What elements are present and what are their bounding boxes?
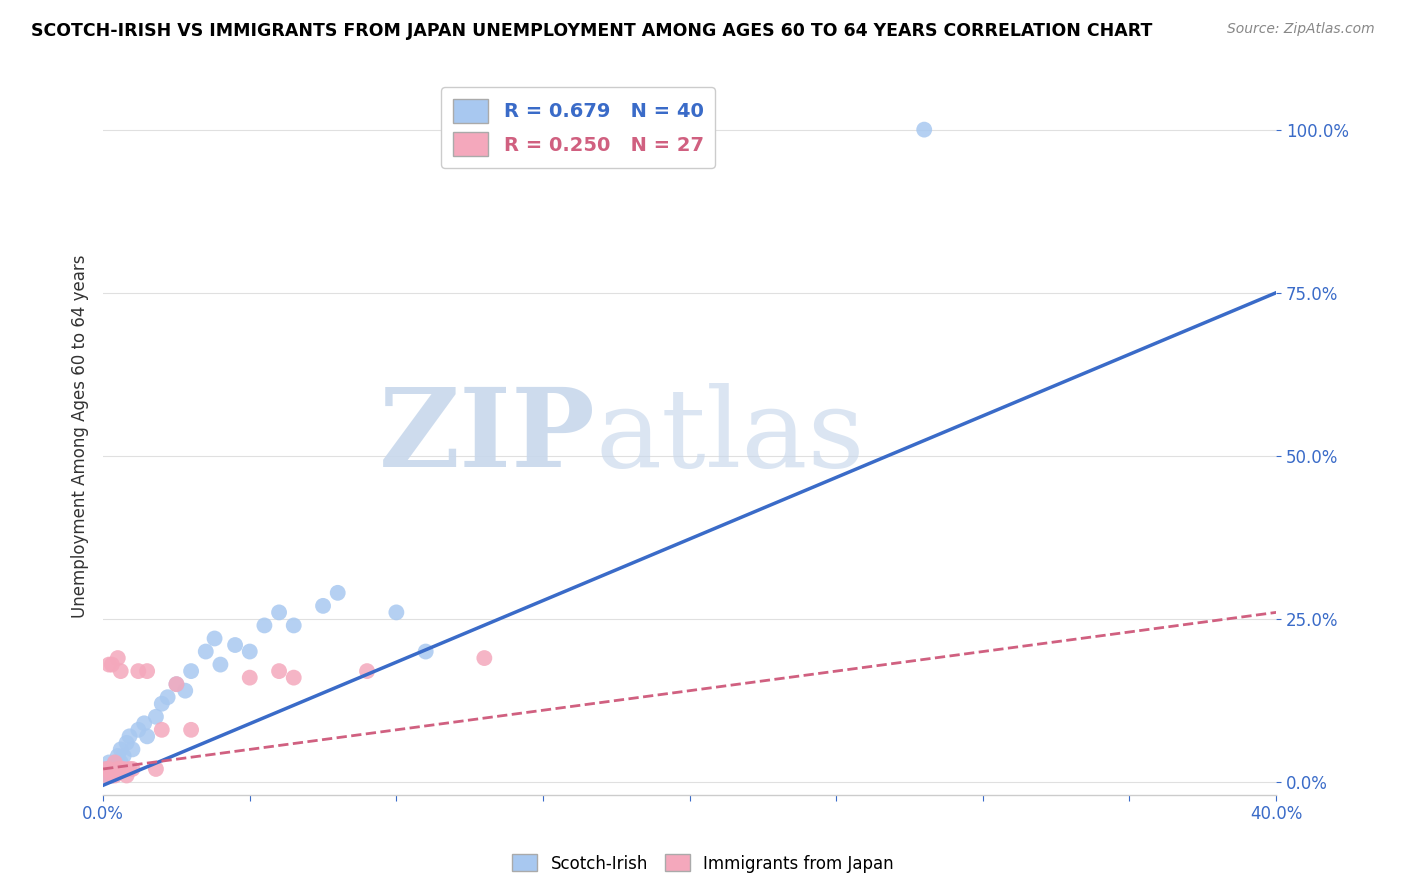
Legend: R = 0.679   N = 40, R = 0.250   N = 27: R = 0.679 N = 40, R = 0.250 N = 27 [441,87,716,168]
Y-axis label: Unemployment Among Ages 60 to 64 years: Unemployment Among Ages 60 to 64 years [72,254,89,618]
Text: Source: ZipAtlas.com: Source: ZipAtlas.com [1227,22,1375,37]
Point [98,765,121,780]
Point [204,632,226,646]
Point [104,756,127,770]
Point [98,768,121,782]
Point [415,644,437,658]
Point [107,762,129,776]
Point [224,638,246,652]
Point [145,710,167,724]
Point [174,683,197,698]
Point [209,657,232,672]
Legend: Scotch-Irish, Immigrants from Japan: Scotch-Irish, Immigrants from Japan [506,847,900,880]
Point [267,664,290,678]
Point [101,768,124,782]
Point [107,651,129,665]
Point [121,742,143,756]
Point [912,122,935,136]
Point [110,762,132,776]
Point [194,644,217,658]
Point [136,664,159,678]
Point [239,644,262,658]
Point [115,736,138,750]
Point [253,618,276,632]
Point [98,657,121,672]
Point [101,762,124,776]
Point [678,122,700,136]
Point [385,606,408,620]
Point [118,730,141,744]
Point [127,664,149,678]
Point [180,723,202,737]
Point [104,756,127,770]
Point [110,664,132,678]
Text: ZIP: ZIP [380,383,596,490]
Point [312,599,335,613]
Point [104,765,127,780]
Point [118,762,141,776]
Point [94,762,117,776]
Point [121,762,143,776]
Text: SCOTCH-IRISH VS IMMIGRANTS FROM JAPAN UNEMPLOYMENT AMONG AGES 60 TO 64 YEARS COR: SCOTCH-IRISH VS IMMIGRANTS FROM JAPAN UN… [31,22,1153,40]
Point [472,651,495,665]
Point [283,671,305,685]
Point [115,768,138,782]
Point [267,606,290,620]
Point [110,756,132,770]
Point [156,690,179,705]
Point [150,697,173,711]
Point [127,723,149,737]
Point [101,657,124,672]
Point [134,716,156,731]
Point [110,742,132,756]
Point [136,730,159,744]
Point [94,768,117,782]
Point [180,664,202,678]
Point [94,762,117,776]
Point [356,664,378,678]
Point [107,748,129,763]
Point [107,762,129,776]
Point [165,677,187,691]
Point [98,756,121,770]
Point [326,586,349,600]
Point [98,762,121,776]
Point [112,762,135,776]
Text: atlas: atlas [596,383,866,490]
Point [112,748,135,763]
Point [145,762,167,776]
Point [101,768,124,782]
Point [283,618,305,632]
Point [239,671,262,685]
Point [165,677,187,691]
Point [94,768,117,782]
Point [104,768,127,782]
Point [150,723,173,737]
